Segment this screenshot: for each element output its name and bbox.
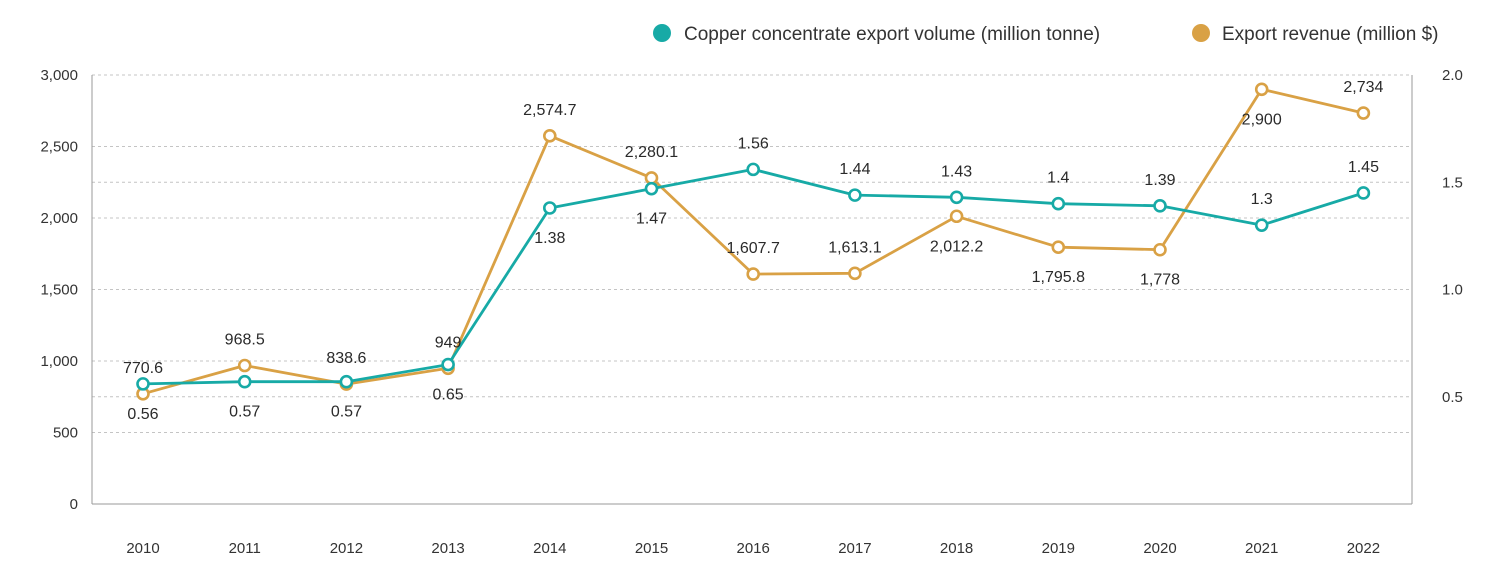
left-axis-tick-label: 3,000 (40, 67, 78, 84)
grid-lines (92, 74, 1412, 433)
left-axis-tick-label: 1,500 (40, 282, 78, 299)
x-axis-tick-label: 2019 (1042, 540, 1075, 557)
left-axis-tick-label: 0 (70, 496, 78, 513)
revenue-data-label: 2,280.1 (625, 144, 678, 161)
revenue-data-label: 1,778 (1140, 272, 1180, 289)
x-axis-tick-label: 2018 (940, 540, 973, 557)
legend-marker-revenue (1192, 24, 1210, 42)
left-axis-tick-label: 1,000 (40, 353, 78, 370)
right-axis-tick-label: 2.0 (1442, 67, 1463, 84)
legend-label-revenue: Export revenue (million $) (1222, 24, 1438, 45)
revenue-data-label: 1,607.7 (727, 240, 780, 257)
volume-data-label: 0.56 (127, 406, 158, 423)
x-axis-tick-label: 2013 (431, 540, 464, 557)
volume-data-point (542, 201, 557, 215)
legend-label-volume: Copper concentrate export volume (millio… (684, 24, 1100, 45)
revenue-data-point (1356, 106, 1371, 120)
volume-data-point (441, 357, 455, 372)
revenue-data-point (1153, 242, 1167, 257)
revenue-data-label: 770.6 (123, 360, 163, 377)
volume-data-point (1254, 218, 1269, 232)
volume-data-label: 1.39 (1144, 172, 1175, 189)
right-axis-tick-label: 1.5 (1442, 174, 1463, 191)
revenue-data-point (542, 129, 557, 143)
left-axis-tick-label: 500 (53, 425, 78, 442)
volume-data-label: 0.57 (229, 404, 260, 421)
volume-data-label: 1.3 (1251, 191, 1273, 208)
volume-data-point (1153, 199, 1167, 213)
axes: 0 500 1,000 1,500 2,000 2,500 3,000 0.5 1.0 1.5 2.… (40, 67, 1462, 557)
revenue-data-point (1051, 240, 1066, 255)
x-axis-tick-label: 2010 (126, 540, 159, 557)
volume-data-point (644, 181, 659, 196)
x-axis-tick-label: 2014 (533, 540, 566, 557)
revenue-data-point (644, 171, 659, 185)
volume-data-label: 1.56 (738, 135, 769, 152)
volume-data-label: 1.47 (636, 211, 667, 228)
revenue-data-label: 949 (435, 334, 462, 351)
volume-data-label: 0.65 (433, 387, 464, 404)
volume-data-label: 1.45 (1348, 159, 1379, 176)
volume-data-point (136, 377, 150, 391)
volume-data-point (949, 190, 964, 205)
revenue-data-point (237, 358, 252, 373)
volume-data-point (339, 374, 354, 389)
revenue-data-label: 1,613.1 (828, 239, 881, 256)
volume-data-point (848, 188, 862, 202)
revenue-data-label: 1,795.8 (1032, 269, 1085, 286)
volume-data-label: 0.57 (331, 404, 362, 421)
revenue-data-label: 2,012.2 (930, 238, 983, 255)
revenue-data-label: 2,574.7 (523, 102, 576, 119)
volume-data-point (1356, 186, 1371, 200)
volume-data-label: 1.44 (839, 161, 870, 178)
x-axis-tick-label: 2022 (1347, 540, 1380, 557)
x-axis-tick-label: 2021 (1245, 540, 1278, 557)
data-labels: 770.6 968.5 838.6 949 2,574.7 2,280.1 1,607.7 1… (123, 79, 1384, 423)
x-axis-tick-label: 2016 (737, 540, 770, 557)
volume-data-point (237, 374, 252, 389)
volume-data-point (746, 162, 761, 177)
revenue-data-label: 968.5 (225, 332, 265, 349)
legend-marker-volume (653, 24, 671, 42)
legend: Copper concentrate export volume (millio… (653, 24, 1438, 45)
x-axis-tick-label: 2012 (330, 540, 363, 557)
right-axis-tick-label: 1.0 (1442, 282, 1463, 299)
revenue-data-label: 2,900 (1242, 111, 1282, 128)
x-axis-tick-label: 2020 (1143, 540, 1176, 557)
volume-data-label: 1.4 (1047, 170, 1069, 187)
revenue-data-label: 2,734 (1343, 79, 1383, 96)
volume-data-label: 1.38 (534, 230, 565, 247)
left-axis-tick-label: 2,000 (40, 210, 78, 227)
revenue-data-point (746, 267, 761, 281)
revenue-data-point (949, 209, 964, 224)
series-points (136, 82, 1371, 401)
x-axis-tick-label: 2017 (838, 540, 871, 557)
x-axis-tick-label: 2011 (229, 540, 261, 557)
revenue-data-point (1254, 82, 1269, 97)
x-axis-tick-label: 2015 (635, 540, 668, 557)
left-axis-tick-label: 2,500 (40, 139, 78, 156)
revenue-data-point (848, 266, 862, 281)
volume-data-point (1051, 196, 1066, 211)
volume-data-label: 1.43 (941, 163, 972, 180)
right-axis-tick-label: 0.5 (1442, 389, 1463, 406)
revenue-data-label: 838.6 (326, 350, 366, 367)
